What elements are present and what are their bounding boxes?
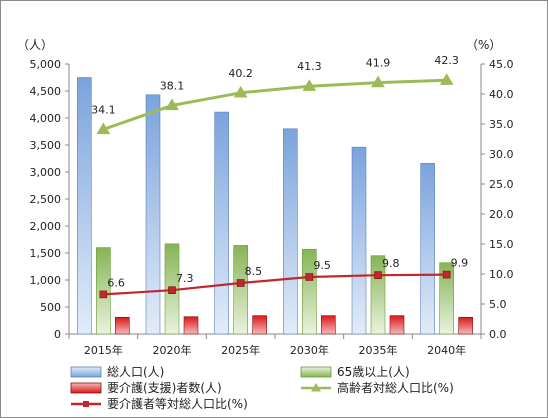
data-label: 9.8 <box>382 257 400 270</box>
left-tick-label: 4,500 <box>30 85 62 98</box>
data-label: 41.9 <box>366 57 391 70</box>
bar-3 <box>389 315 405 335</box>
data-label: 7.3 <box>176 272 194 285</box>
x-tick-label: 2040年 <box>427 343 466 357</box>
triangle-marker <box>302 79 317 91</box>
x-tick-label: 2020年 <box>153 343 192 357</box>
bar-3 <box>252 315 267 335</box>
left-tick-label: 500 <box>40 301 61 314</box>
line-series-2 <box>103 273 447 296</box>
bar-3 <box>458 316 473 335</box>
bar-1 <box>351 146 367 335</box>
bar-3 <box>183 316 199 335</box>
data-label: 34.1 <box>91 103 116 116</box>
x-tick-label: 2025年 <box>221 343 260 357</box>
legend-label: 65歳以上(人) <box>337 365 410 379</box>
bar-3 <box>115 316 130 335</box>
triangle-marker <box>439 73 454 85</box>
plot-area: 0 500 1,000 1,500 2,000 2,500 3,000 3,500 4,000 4… <box>30 54 514 357</box>
square-marker <box>168 286 176 295</box>
bar-2 <box>302 248 317 335</box>
left-tick-label: 2,000 <box>30 220 62 233</box>
x-tick-label: 2015年 <box>84 343 123 357</box>
x-tick-label: 2035年 <box>359 343 398 357</box>
data-label: 9.9 <box>451 257 469 270</box>
bar-3 <box>321 315 336 335</box>
line-series-1 <box>102 78 447 131</box>
legend-swatch <box>300 366 332 378</box>
left-tick-label: 5,000 <box>30 58 62 71</box>
triangle-marker <box>371 75 385 88</box>
bar-1 <box>214 111 229 335</box>
data-label: 42.3 <box>434 54 459 67</box>
left-tick-label: 1,500 <box>30 247 62 260</box>
legend-label: 要介護者等対総人口比(%) <box>107 396 248 411</box>
data-label: 41.3 <box>297 60 322 73</box>
right-axis-unit: （%） <box>466 38 501 52</box>
square-marker <box>442 270 451 279</box>
data-label: 40.2 <box>228 67 253 80</box>
bar-1 <box>77 77 92 335</box>
left-tick-label: 4,000 <box>30 112 62 125</box>
square-marker <box>236 279 245 287</box>
right-tick-label: 15.0 <box>489 238 514 251</box>
legend-square-marker <box>83 401 89 407</box>
left-tick-label: 3,500 <box>30 139 62 152</box>
data-label: 6.6 <box>107 276 125 289</box>
right-tick-label: 30.0 <box>489 148 514 161</box>
left-tick-label: 0 <box>54 328 61 341</box>
legend-triangle-marker <box>311 383 321 392</box>
right-tick-label: 0.0 <box>489 328 507 341</box>
right-tick-label: 5.0 <box>489 298 507 311</box>
legend-label: 総人口(人) <box>107 365 164 379</box>
right-tick-label: 20.0 <box>489 208 514 221</box>
legend: 総人口(人) 65歳以上(人) 要介護(支援)者数(人) 高齢者対総人口比(%) 要介護… <box>70 365 454 411</box>
square-marker <box>305 273 314 281</box>
left-tick-label: 2,500 <box>30 193 62 206</box>
triangle-marker <box>233 85 248 98</box>
right-tick-label: 40.0 <box>489 88 514 101</box>
bar-2 <box>439 262 454 335</box>
left-tick-label: 1,000 <box>30 274 62 287</box>
left-tick-label: 3,000 <box>30 166 62 179</box>
right-tick-label: 25.0 <box>489 178 514 191</box>
square-marker <box>374 271 382 280</box>
right-tick-label: 35.0 <box>489 118 514 131</box>
data-label: 38.1 <box>160 79 185 92</box>
data-label: 8.5 <box>245 265 263 278</box>
triangle-marker <box>96 122 111 135</box>
left-axis-unit: （人） <box>17 38 53 52</box>
triangle-marker <box>165 98 179 111</box>
legend-swatch <box>70 366 102 378</box>
legend-label: 高齢者対総人口比(%) <box>337 380 454 395</box>
square-marker <box>99 290 108 299</box>
bar-1 <box>283 128 298 335</box>
right-tick-label: 45.0 <box>489 58 514 71</box>
x-tick-label: 2030年 <box>290 343 329 357</box>
legend-swatch <box>70 382 102 394</box>
right-tick-label: 10.0 <box>489 268 514 281</box>
bar-2 <box>233 245 248 335</box>
bar-1 <box>145 94 161 335</box>
legend-label: 要介護(支援)者数(人) <box>107 380 222 395</box>
bar-1 <box>420 163 435 335</box>
data-label: 9.5 <box>313 259 331 272</box>
